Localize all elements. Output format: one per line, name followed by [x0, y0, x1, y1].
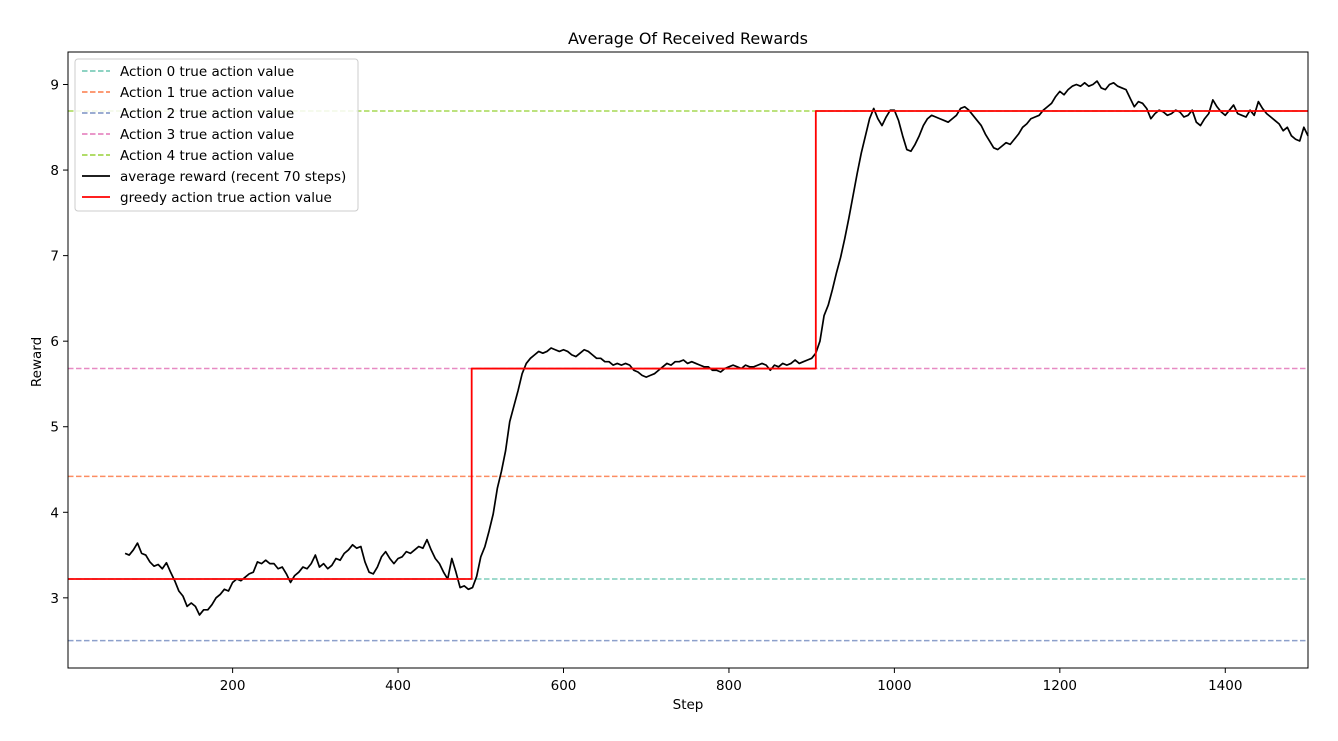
y-tick-label: 3	[50, 591, 59, 607]
legend-entry-label: Action 4 true action value	[120, 148, 294, 164]
x-tick-label: 200	[220, 678, 246, 694]
y-tick-label: 8	[50, 163, 59, 179]
x-tick-label: 600	[551, 678, 577, 694]
legend-box	[74, 58, 359, 212]
legend-entry-label: greedy action true action value	[120, 190, 332, 206]
legend-entry-label: average reward (recent 70 steps)	[120, 169, 346, 185]
series-5-line	[124, 80, 1309, 616]
legend-entry-label: Action 3 true action value	[120, 127, 294, 143]
legend-entry-label: Action 1 true action value	[120, 85, 294, 101]
y-axis-ticks: 3 4 5 6 7 8 9	[50, 78, 68, 607]
x-tick-label: 1000	[877, 678, 911, 694]
legend-entry-label: Action 2 true action value	[120, 106, 294, 122]
legend: Action 0 true action value Action 1 true …	[74, 58, 359, 212]
y-tick-label: 7	[50, 249, 59, 265]
y-tick-label: 6	[50, 334, 59, 350]
y-tick-label: 4	[50, 505, 59, 521]
x-axis-label: Step	[673, 697, 704, 713]
x-axis-ticks: 200 400 600 800 1000 1200 1400	[220, 668, 1242, 694]
plot-frame	[67, 51, 1309, 669]
x-tick-label: 800	[716, 678, 742, 694]
series-6-line	[68, 110, 1308, 580]
y-tick-label: 9	[50, 78, 59, 94]
x-tick-label: 1200	[1043, 678, 1077, 694]
chart-title: Average Of Received Rewards	[568, 29, 808, 48]
x-tick-label: 1400	[1208, 678, 1242, 694]
y-axis-label: Reward	[29, 337, 45, 387]
x-tick-label: 400	[385, 678, 411, 694]
legend-entry-label: Action 0 true action value	[120, 64, 294, 80]
y-tick-label: 5	[50, 420, 59, 436]
plot-series	[68, 80, 1309, 642]
